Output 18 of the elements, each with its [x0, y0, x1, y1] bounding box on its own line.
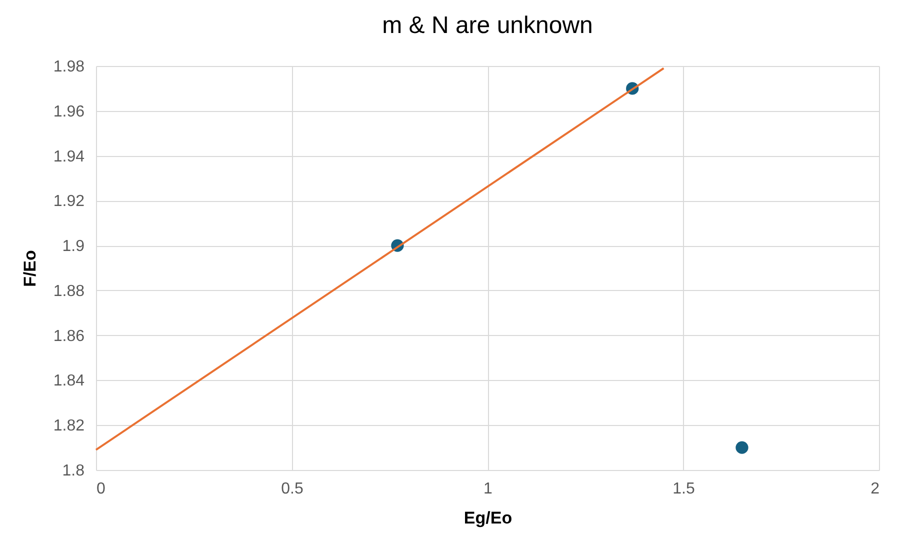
- chart-title: m & N are unknown: [382, 12, 593, 39]
- y-tick-label: 1.9: [62, 238, 85, 256]
- x-tick-label: 2: [870, 480, 880, 498]
- y-axis-title: F/Eo: [20, 250, 40, 287]
- y-tick-label: 1.82: [53, 418, 85, 435]
- y-tick-label: 1.92: [53, 193, 85, 210]
- x-tick-label: 0: [96, 480, 106, 498]
- x-tick-label: 1.5: [672, 480, 695, 498]
- y-tick-label: 1.8: [62, 462, 85, 480]
- x-tick-label: 1: [484, 480, 493, 498]
- y-tick-label: 1.86: [53, 328, 85, 345]
- y-tick-label: 1.94: [53, 148, 85, 166]
- y-tick-label: 1.84: [53, 372, 85, 390]
- y-tick-label: 1.98: [53, 58, 85, 76]
- x-axis-title: Eg/Eo: [464, 508, 512, 528]
- x-tick-label: 0.5: [281, 480, 304, 498]
- y-tick-label: 1.88: [53, 282, 85, 300]
- y-tick-label: 1.96: [53, 103, 85, 120]
